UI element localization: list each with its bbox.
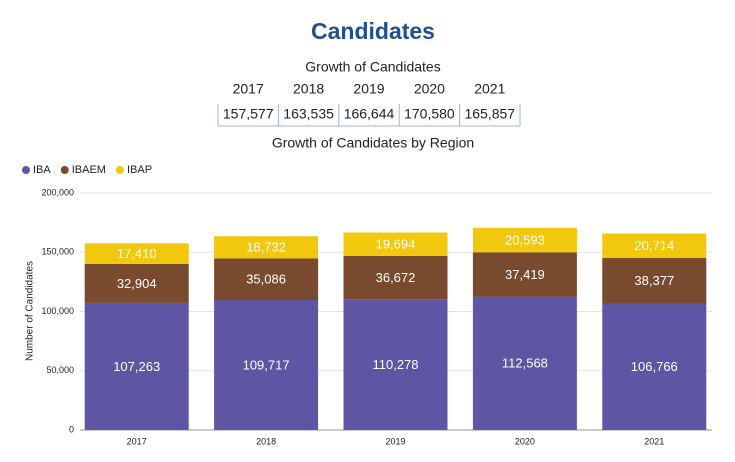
table-cell: 165,857 — [464, 106, 515, 122]
legend-label: IBAEM — [72, 164, 106, 176]
x-tick-label: 2020 — [515, 436, 535, 446]
x-tick-label: 2019 — [385, 436, 405, 446]
value-label: 18,732 — [246, 240, 286, 255]
table-header: 2019 — [353, 81, 384, 97]
legend-marker — [115, 166, 124, 174]
value-label: 20,593 — [505, 233, 545, 248]
bar-segment — [602, 303, 707, 430]
value-label: 36,672 — [376, 270, 416, 285]
value-label: 35,086 — [246, 272, 286, 287]
y-tick-label: 200,000 — [41, 187, 74, 197]
table-header: 2021 — [474, 81, 505, 97]
table-header: 2017 — [233, 81, 264, 97]
value-label: 38,377 — [634, 273, 674, 288]
table-cell: 163,535 — [283, 106, 334, 122]
x-tick-label: 2017 — [127, 436, 147, 446]
legend-label: IBAP — [127, 164, 152, 176]
chart-title: Growth of Candidates by Region — [272, 135, 474, 151]
value-label: 20,714 — [634, 238, 674, 253]
table-title: Growth of Candidates — [305, 59, 440, 75]
table-header: 2018 — [293, 81, 324, 97]
value-label: 110,278 — [372, 357, 418, 372]
x-tick-label: 2021 — [644, 436, 664, 446]
table-cell: 170,580 — [404, 106, 455, 122]
y-tick-label: 0 — [69, 424, 74, 434]
bar-segment — [84, 243, 189, 264]
bar-segment — [602, 258, 707, 304]
value-label: 17,410 — [117, 246, 157, 261]
value-label: 107,263 — [113, 359, 160, 374]
value-label: 37,419 — [505, 267, 545, 282]
value-label: 32,904 — [117, 276, 157, 291]
bar-segment — [602, 233, 707, 259]
legend-marker — [60, 166, 69, 174]
y-tick-label: 100,000 — [41, 306, 74, 316]
bar-segment — [472, 227, 577, 253]
bar-segment — [214, 299, 319, 430]
bar-segment — [343, 232, 448, 256]
y-tick-label: 50,000 — [46, 365, 74, 375]
bar-segment — [343, 255, 448, 300]
y-tick-label: 150,000 — [41, 247, 74, 257]
bar-segment — [472, 252, 577, 297]
value-label: 109,717 — [243, 357, 290, 372]
value-label: 106,766 — [631, 359, 678, 374]
table-cell: 157,577 — [223, 106, 274, 122]
bar-segment — [472, 296, 577, 430]
value-label: 112,568 — [502, 356, 548, 371]
x-tick-label: 2018 — [256, 436, 276, 446]
bar-segment — [84, 263, 189, 303]
table-cell: 166,644 — [344, 106, 395, 122]
legend-label: IBA — [33, 164, 51, 176]
legend-marker — [22, 166, 30, 174]
bar-segment — [84, 302, 189, 430]
table-header: 2020 — [414, 81, 445, 97]
bar-segment — [214, 258, 319, 300]
bar-segment — [343, 299, 448, 430]
page-title: Candidates — [311, 18, 435, 44]
bar-segment — [214, 236, 319, 259]
y-axis-title: Number of Candidates — [25, 261, 36, 361]
value-label: 19,694 — [376, 237, 416, 252]
